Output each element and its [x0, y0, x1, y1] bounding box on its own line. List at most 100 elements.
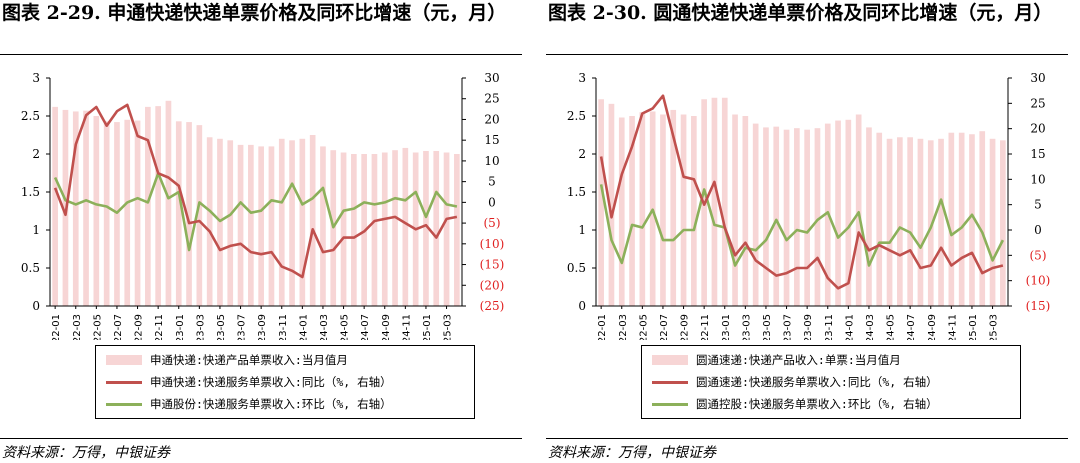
- bar: [52, 106, 58, 306]
- x-tick-label: 2023-03: [741, 314, 752, 340]
- y-tick-label-left: 0: [578, 299, 586, 313]
- bar: [680, 114, 687, 306]
- x-tick-label: 2023-11: [278, 314, 289, 340]
- bar: [72, 111, 79, 306]
- bar: [763, 127, 769, 307]
- x-tick-label: 2023-01: [175, 314, 186, 340]
- bar: [278, 138, 285, 306]
- bar: [227, 140, 234, 306]
- y-tick-label-left: 0.5: [567, 261, 586, 275]
- legend-item-mom: 圆通控股:快递服务单票收入:环比（%, 右轴）: [652, 394, 938, 414]
- bar: [711, 97, 718, 306]
- bar: [83, 110, 89, 307]
- bar: [721, 97, 728, 306]
- bar: [371, 154, 378, 306]
- bar: [196, 125, 203, 307]
- bar: [155, 106, 161, 306]
- legend: 申通快递:快递产品单票收入:当月值月 申通快递:快递服务单票收入:同比（%, 右…: [95, 345, 475, 419]
- x-tick-label: 2023-07: [237, 314, 248, 340]
- bar: [320, 146, 326, 306]
- y-tick-label-left: 0.5: [21, 261, 40, 275]
- y-tick-label-left: 2: [578, 147, 586, 161]
- bar: [608, 103, 615, 306]
- bar: [423, 150, 429, 306]
- bar: [114, 122, 120, 306]
- bar: [299, 138, 306, 306]
- legend-swatch-bar: [106, 355, 142, 365]
- legend-label-yoy: 圆通速递:快递服务单票收入:同比（%, 右轴）: [696, 375, 938, 389]
- bar: [948, 132, 955, 306]
- bar: [835, 120, 841, 306]
- bar: [742, 116, 749, 306]
- x-tick-label: 2023-09: [803, 314, 814, 340]
- bar: [629, 116, 635, 306]
- x-tick-label: 2024-05: [340, 314, 351, 340]
- x-tick-label: 2025-01: [422, 314, 433, 340]
- bar: [392, 150, 398, 306]
- bar: [979, 131, 986, 306]
- legend-label-mom: 申通股份:快递服务单票收入:环比（%, 右轴）: [150, 397, 392, 411]
- bar: [309, 135, 316, 306]
- bar: [773, 126, 780, 306]
- y-tick-label-left: 0: [32, 299, 40, 313]
- bar: [969, 134, 975, 306]
- x-tick-label: 2022-05: [92, 314, 103, 340]
- legend-label-mom: 圆通控股:快递服务单票收入:环比（%, 右轴）: [696, 397, 938, 411]
- x-tick-label: 2023-05: [216, 314, 227, 340]
- chart-title: 图表 2-30. 圆通快递快递单票价格及同环比增速（元，月）: [548, 2, 1053, 24]
- series-line-yoy: [53, 103, 458, 279]
- y-tick-label-right: (25): [480, 299, 505, 313]
- x-tick-label: 2022-11: [700, 314, 711, 340]
- bar: [752, 123, 759, 306]
- x-tick-label: 2022-03: [618, 314, 629, 340]
- x-tick-label: 2024-05: [886, 314, 897, 340]
- x-tick-label: 2024-03: [865, 314, 876, 340]
- x-tick-label: 2022-03: [72, 314, 83, 340]
- x-tick-label: 2022-09: [680, 314, 691, 340]
- y-tick-label-left: 1.5: [567, 185, 586, 199]
- bar: [103, 121, 110, 306]
- bar: [783, 129, 790, 306]
- bar: [732, 114, 738, 306]
- bar: [866, 127, 872, 307]
- panel-shentong: 图表 2-29. 申通快递快递单票价格及同环比增速（元，月） 0 0.5 1 1.5 2…: [0, 0, 530, 463]
- bar: [443, 152, 450, 306]
- bar: [351, 154, 357, 306]
- y-tick-label-left: 2.5: [21, 109, 40, 123]
- y-tick-label-right: 15: [484, 133, 499, 147]
- y-tick-label-right: 30: [1030, 71, 1045, 85]
- y-tick-label-left: 1: [578, 223, 586, 237]
- bar: [814, 128, 821, 306]
- x-tick-label: 2023-05: [762, 314, 773, 340]
- series-line-yoy: [599, 94, 1004, 290]
- legend-swatch-yoy: [652, 380, 688, 384]
- legend-label-yoy: 申通快递:快递服务单票收入:同比（%, 右轴）: [150, 375, 392, 389]
- y-tick-label-right: 20: [484, 112, 499, 126]
- bar: [598, 99, 604, 306]
- y-tick-label-right: 0: [488, 195, 496, 209]
- bar: [660, 114, 666, 306]
- bar: [845, 119, 852, 306]
- bar: [433, 150, 440, 306]
- bar: [876, 132, 883, 306]
- bar: [691, 116, 697, 306]
- source-rule: [546, 438, 1068, 439]
- y-tick-label-left: 3: [32, 71, 40, 85]
- y-tick-label-right: 0: [1034, 223, 1042, 237]
- legend-item-yoy: 申通快递:快递服务单票收入:同比（%, 右轴）: [106, 372, 392, 392]
- bar: [855, 114, 862, 306]
- bar: [958, 132, 965, 306]
- legend-item-mom: 申通股份:快递服务单票收入:环比（%, 右轴）: [106, 394, 392, 414]
- title-rule: [0, 54, 522, 55]
- x-tick-label: 2023-03: [195, 314, 206, 340]
- x-tick-label: 2022-01: [597, 314, 608, 340]
- y-tick-label-right: (15): [480, 258, 505, 272]
- y-tick-label-left: 2.5: [567, 109, 586, 123]
- legend-swatch-bar: [652, 355, 688, 365]
- x-tick-label: 2024-03: [319, 314, 330, 340]
- bar: [927, 140, 934, 306]
- bar: [989, 138, 996, 306]
- bar: [1000, 140, 1006, 306]
- x-tick-label: 2024-01: [844, 314, 855, 340]
- y-tick-label-right: (10): [1026, 274, 1051, 288]
